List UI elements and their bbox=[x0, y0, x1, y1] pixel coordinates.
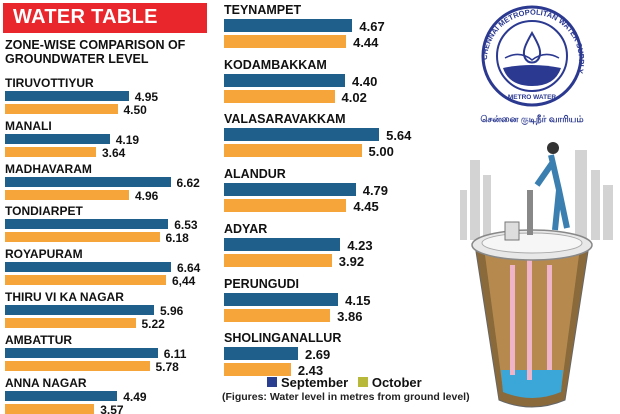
bar-october-sholinganallur bbox=[224, 363, 291, 377]
chart-title: WATER TABLE bbox=[13, 6, 158, 28]
bar-october-kodambakkam bbox=[224, 89, 335, 103]
bar-october-royapuram bbox=[5, 275, 166, 286]
legend: September October bbox=[265, 375, 422, 390]
footnote: (Figures: Water level in metres from gro… bbox=[222, 391, 470, 403]
groundwater-cylinder bbox=[471, 229, 593, 408]
value-september-valasaravakkam: 5.64 bbox=[386, 128, 412, 144]
value-september-ambattur: 6.11 bbox=[163, 346, 187, 361]
zone-label-tiruvottiyur: TIRUVOTTIYUR bbox=[5, 76, 94, 90]
zone-label-valasaravakkam: VALASARAVAKKAM bbox=[224, 112, 346, 127]
bar-september-tondiarpet bbox=[5, 219, 169, 230]
bar-october-valasaravakkam bbox=[224, 144, 362, 158]
bar-september-anna-nagar bbox=[5, 390, 118, 401]
value-october-teynampet: 4.44 bbox=[353, 35, 379, 50]
bar-october-tondiarpet bbox=[5, 232, 160, 243]
value-september-adyar: 4.23 bbox=[347, 237, 373, 253]
bar-september-thiru-vi-ka-nagar bbox=[5, 305, 154, 315]
bar-october-thiru-vi-ka-nagar bbox=[5, 318, 136, 328]
bar-september-perungudi bbox=[224, 292, 339, 306]
metro-water-illustration: CHENNAI METROPOLITAN WATER SUPPLY AND SE… bbox=[455, 0, 613, 408]
bar-september-tiruvottiyur bbox=[5, 91, 129, 101]
zone-label-thiru-vi-ka-nagar: THIRU VI KA NAGAR bbox=[5, 290, 124, 304]
value-september-manali: 4.19 bbox=[115, 132, 140, 147]
zone-label-kodambakkam: KODAMBAKKAM bbox=[224, 57, 327, 72]
zone-label-ambattur: AMBATTUR bbox=[5, 332, 73, 347]
value-october-tondiarpet: 6.18 bbox=[165, 231, 189, 246]
bar-october-tiruvottiyur bbox=[5, 104, 118, 114]
value-october-ambattur: 5.78 bbox=[155, 359, 179, 374]
legend-label-october: October bbox=[371, 375, 422, 390]
value-october-alandur: 4.45 bbox=[353, 199, 379, 215]
worker-figure bbox=[504, 142, 570, 241]
legend-label-september: September bbox=[281, 375, 349, 390]
zone-label-anna-nagar: ANNA NAGAR bbox=[5, 375, 87, 390]
legend-swatch-september bbox=[267, 377, 277, 387]
bar-september-sholinganallur bbox=[224, 347, 298, 361]
bar-october-adyar bbox=[224, 253, 332, 267]
bar-october-anna-nagar bbox=[5, 403, 95, 414]
zone-label-madhavaram: MADHAVARAM bbox=[5, 161, 92, 176]
value-october-royapuram: 6,44 bbox=[172, 274, 196, 289]
zone-label-tondiarpet: TONDIARPET bbox=[5, 204, 83, 219]
legend-swatch-october bbox=[357, 377, 368, 387]
value-september-perungudi: 4.15 bbox=[345, 292, 371, 308]
value-september-kodambakkam: 4.40 bbox=[352, 73, 378, 89]
bar-september-valasaravakkam bbox=[224, 128, 380, 142]
bar-september-alandur bbox=[224, 183, 356, 197]
logo-inner-text: METRO WATER bbox=[508, 94, 557, 101]
zone-label-teynampet: TEYNAMPET bbox=[224, 3, 302, 17]
zone-label-alandur: ALANDUR bbox=[224, 167, 286, 182]
value-october-madhavaram: 4.96 bbox=[135, 188, 159, 203]
value-october-valasaravakkam: 5.00 bbox=[368, 144, 394, 160]
metro-water-logo: CHENNAI METROPOLITAN WATER SUPPLY AND SE… bbox=[455, 0, 586, 126]
value-september-madhavaram: 6.62 bbox=[176, 175, 200, 190]
bar-october-teynampet bbox=[224, 35, 347, 48]
value-september-royapuram: 6.64 bbox=[177, 261, 201, 276]
bar-october-perungudi bbox=[224, 308, 331, 322]
zone-label-sholinganallur: SHOLINGANALLUR bbox=[224, 331, 342, 346]
value-september-alandur: 4.79 bbox=[362, 183, 389, 199]
zone-label-perungudi: PERUNGUDI bbox=[224, 276, 300, 291]
value-october-manali: 3.64 bbox=[102, 145, 126, 160]
title-banner: WATER TABLE bbox=[3, 3, 207, 33]
bar-september-teynampet bbox=[224, 19, 353, 32]
zone-label-royapuram: ROYAPURAM bbox=[5, 247, 83, 262]
value-september-thiru-vi-ka-nagar: 5.96 bbox=[160, 304, 184, 318]
bar-october-ambattur bbox=[5, 360, 150, 371]
value-september-anna-nagar: 4.49 bbox=[123, 389, 147, 404]
chart-subtitle: ZONE-WISE COMPARISON OF GROUNDWATER LEVE… bbox=[5, 38, 186, 66]
bar-september-madhavaram bbox=[5, 176, 171, 187]
value-september-tiruvottiyur: 4.95 bbox=[134, 90, 159, 104]
zone-label-manali: MANALI bbox=[5, 118, 52, 133]
value-september-sholinganallur: 2.69 bbox=[304, 347, 331, 363]
value-october-anna-nagar: 3.57 bbox=[100, 402, 124, 414]
city-skyline bbox=[460, 150, 613, 240]
value-september-teynampet: 4.67 bbox=[359, 19, 385, 34]
bar-october-madhavaram bbox=[5, 189, 129, 200]
value-october-thiru-vi-ka-nagar: 5.22 bbox=[141, 317, 165, 331]
logo-tamil-text: சென்னை குடிநீர் வாரியம் bbox=[480, 114, 583, 126]
value-september-tondiarpet: 6.53 bbox=[174, 218, 198, 233]
bar-october-manali bbox=[5, 146, 96, 157]
value-october-tiruvottiyur: 4.50 bbox=[123, 103, 147, 117]
zone-label-adyar: ADYAR bbox=[224, 221, 268, 236]
bar-september-adyar bbox=[224, 237, 341, 251]
value-october-sholinganallur: 2.43 bbox=[297, 363, 324, 379]
value-october-perungudi: 3.86 bbox=[337, 308, 363, 324]
value-october-adyar: 3.92 bbox=[338, 253, 365, 269]
bar-october-alandur bbox=[224, 199, 347, 213]
bar-september-kodambakkam bbox=[224, 73, 345, 87]
bar-september-ambattur bbox=[5, 347, 158, 358]
bar-september-manali bbox=[5, 133, 110, 144]
value-october-kodambakkam: 4.02 bbox=[341, 89, 367, 105]
bar-september-royapuram bbox=[5, 262, 171, 273]
